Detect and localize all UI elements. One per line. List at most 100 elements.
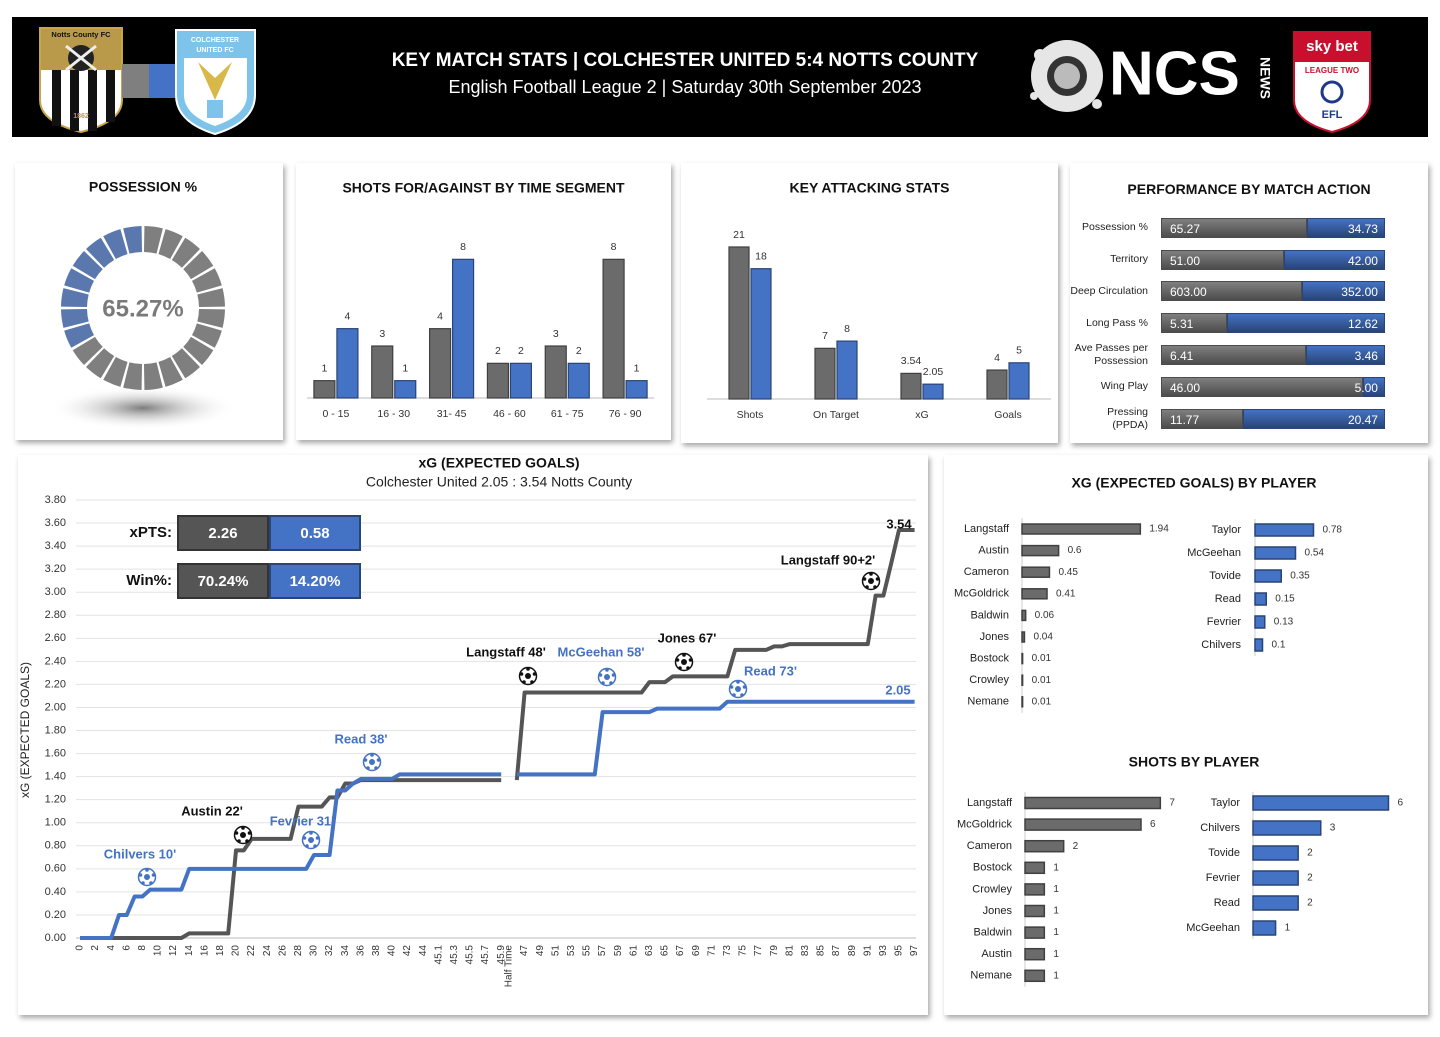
- chart-title: XG (EXPECTED GOALS) BY PLAYER: [1071, 475, 1316, 491]
- ball-patch: [313, 844, 317, 848]
- x-tick-label: 34: [340, 945, 351, 957]
- bar: [728, 246, 750, 400]
- bar: [1021, 652, 1024, 665]
- x-tick-label: 46 - 60: [493, 408, 526, 420]
- y-tick-label: 3.80: [45, 494, 66, 506]
- chart-title: SHOTS FOR/AGAINST BY TIME SEGMENT: [342, 180, 625, 196]
- stacked-bar-chart: PERFORMANCE BY MATCH ACTION Possession % 6…: [1070, 163, 1428, 443]
- x-tick-label: 57: [597, 945, 608, 957]
- goal-annotation: McGeehan 58': [558, 644, 645, 659]
- donut-segment: [103, 356, 128, 387]
- y-tick-label: Fevrier: [1207, 616, 1242, 628]
- ball-patch: [868, 578, 874, 584]
- bar: [428, 328, 452, 399]
- header: Notts County FC 1862 COLCHESTER UNITED F…: [12, 17, 1428, 137]
- goal-annotation: Chilvers 10': [104, 846, 176, 861]
- value-label: 0.78: [1323, 525, 1343, 536]
- x-tick-label: 22: [246, 945, 257, 957]
- bar: [1254, 523, 1315, 537]
- xg-line: [80, 527, 915, 940]
- end-label: 3.54: [886, 516, 912, 531]
- bar-segment: 5.31: [1161, 313, 1228, 334]
- summary-value: 2.26: [208, 525, 237, 542]
- ball-patch: [598, 673, 603, 677]
- x-tick-label: 85: [816, 945, 827, 957]
- value-label: 2: [1073, 841, 1079, 852]
- ball-patch: [374, 766, 378, 770]
- ball-patch: [376, 758, 381, 762]
- donut-segment: [64, 323, 95, 348]
- ball-patch: [675, 658, 680, 662]
- bar-segment: 42.00: [1283, 249, 1385, 270]
- goal-annotation: Jones 67': [658, 630, 717, 645]
- bar-segment: 34.73: [1307, 217, 1385, 238]
- value-label: 21: [733, 229, 745, 241]
- ball-patch: [141, 881, 145, 885]
- bar-row: Possession % 65.27 34.73: [1070, 212, 1428, 244]
- ball-patch: [609, 681, 613, 685]
- goal-icon: [674, 652, 694, 672]
- x-tick-label: 4: [106, 945, 117, 951]
- ball-patch: [151, 873, 156, 877]
- bar: [1024, 861, 1046, 875]
- value-label: 1: [1053, 949, 1059, 960]
- value-label: 2: [1307, 848, 1313, 859]
- x-tick-label: 45.7: [480, 945, 491, 965]
- donut-segment: [72, 251, 103, 280]
- x-tick-label: 45.1: [433, 945, 444, 965]
- value-label: 3.46: [1354, 349, 1378, 364]
- bar: [1024, 818, 1142, 831]
- value-label: 1: [634, 362, 640, 374]
- summary-label: xPTS:: [129, 524, 172, 541]
- bar: [750, 268, 772, 400]
- summary-value: 0.58: [300, 525, 329, 542]
- x-tick-label: 31- 45: [437, 408, 467, 420]
- hbar-chart: XG (EXPECTED GOALS) BY PLAYER Langstaff 1.…: [954, 475, 1343, 713]
- y-tick-label: Jones: [980, 631, 1010, 643]
- x-tick-label: 75: [738, 945, 749, 957]
- xg-line: [80, 699, 915, 940]
- bar: [509, 362, 533, 399]
- summary-box: [269, 515, 361, 551]
- donut-segment: [103, 229, 128, 260]
- value-label: 2: [495, 345, 501, 357]
- bar-segment: 352.00: [1302, 281, 1385, 302]
- goal-icon: [861, 571, 881, 591]
- ball-patch: [308, 837, 314, 843]
- y-tick-label: Read: [1215, 593, 1241, 605]
- goal-annotation: Langstaff 48': [466, 644, 546, 659]
- bar: [394, 380, 417, 399]
- bar-track: 5.31 12.62: [1161, 313, 1385, 334]
- y-tick-label: 0.60: [45, 863, 66, 875]
- donut-hole: [89, 254, 197, 362]
- panel: POSSESSION % 65.27%: [15, 163, 283, 440]
- summary-value: 70.24%: [198, 573, 249, 590]
- bar: [625, 380, 648, 399]
- ball-patch: [370, 753, 374, 757]
- value-label: 2: [576, 345, 582, 357]
- x-tick-label: 24: [262, 945, 273, 957]
- ball-patch: [144, 874, 150, 880]
- y-tick-label: 2.40: [45, 655, 66, 667]
- value-label: 352.00: [1341, 285, 1378, 300]
- away-badge-name: UNITED FC: [196, 47, 233, 54]
- x-tick-label: 30: [309, 945, 320, 957]
- bar-segment: 65.27: [1161, 217, 1308, 238]
- bar: [567, 362, 590, 399]
- x-tick-label: 16: [199, 945, 210, 957]
- ball-patch: [740, 693, 744, 697]
- bar-segment: 51.00: [1161, 249, 1284, 270]
- home-badge-year: 1862: [73, 113, 89, 120]
- value-label: 4: [994, 352, 1000, 364]
- y-tick-label: Read: [1214, 897, 1240, 909]
- bar-row: Territory 51.00 42.00: [1070, 244, 1428, 276]
- x-tick-label: 40: [387, 945, 398, 957]
- y-tick-label: Wing Play: [1100, 380, 1148, 393]
- x-tick-label: On Target: [813, 409, 859, 421]
- x-tick-label: 67: [675, 945, 686, 957]
- x-tick-label: 2: [90, 945, 101, 951]
- bar-segment: 11.77: [1161, 408, 1243, 429]
- sponsor: sky bet: [1306, 38, 1358, 55]
- bar: [1254, 615, 1266, 629]
- y-tick-label: Crowley: [969, 674, 1009, 686]
